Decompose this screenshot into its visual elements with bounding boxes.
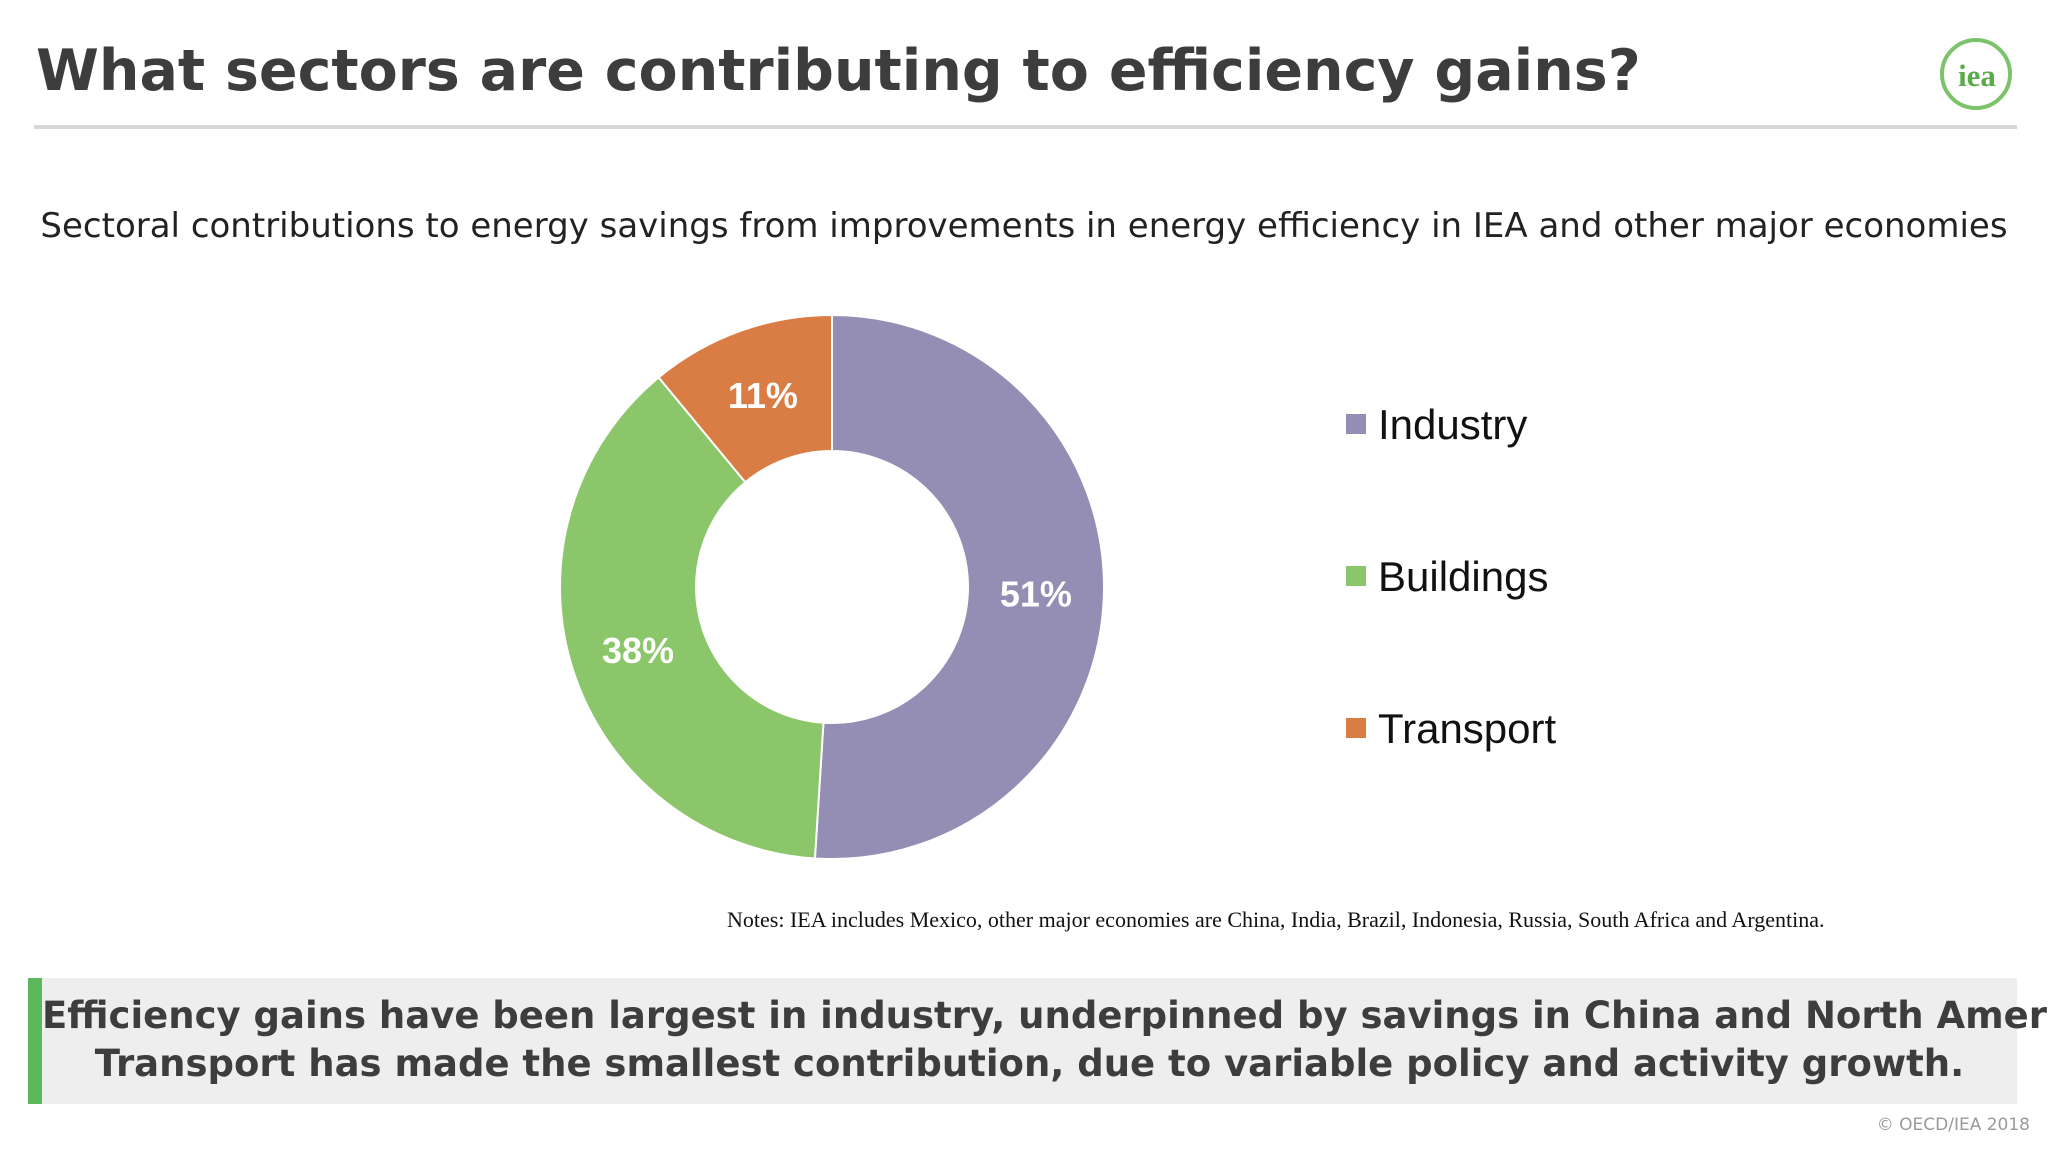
slice-transport: [657, 313, 833, 484]
data-label-buildings: 38%: [602, 630, 674, 671]
legend-swatch-buildings: [1346, 566, 1366, 586]
callout-accent-bar: [28, 978, 42, 1104]
iea-logo: iea: [1940, 38, 2012, 110]
key-message-line-2: Transport has made the smallest contribu…: [94, 1042, 1965, 1085]
key-message-box: Efficiency gains have been largest in in…: [28, 978, 2048, 1104]
chart-data-labels: 51% 38% 11%: [602, 375, 1072, 671]
legend-label-industry: Industry: [1378, 401, 1527, 448]
legend-swatch-transport: [1346, 718, 1366, 738]
logo-text: iea: [1958, 58, 1996, 93]
data-label-industry: 51%: [1000, 573, 1072, 614]
chart-note: Notes: IEA includes Mexico, other major …: [727, 907, 1825, 932]
key-message-line-1: Efficiency gains have been largest in in…: [42, 994, 2048, 1037]
key-message: Efficiency gains have been largest in in…: [42, 992, 2048, 1088]
title-divider: [34, 125, 2017, 129]
legend-label-transport: Transport: [1378, 705, 1557, 752]
slice-buildings: [559, 376, 825, 860]
slice-industry: [813, 313, 1105, 860]
legend-label-buildings: Buildings: [1378, 553, 1548, 600]
chart-slices: [559, 313, 1105, 860]
data-label-transport: 11%: [728, 375, 798, 416]
legend-swatch-industry: [1346, 414, 1366, 434]
chart-title: Sectoral contributions to energy savings…: [40, 206, 2008, 246]
page-title: What sectors are contributing to efficie…: [36, 38, 1641, 104]
chart-legend: Industry Buildings Transport: [1346, 401, 1557, 752]
copyright: © OECD/IEA 2018: [1876, 1115, 2030, 1135]
